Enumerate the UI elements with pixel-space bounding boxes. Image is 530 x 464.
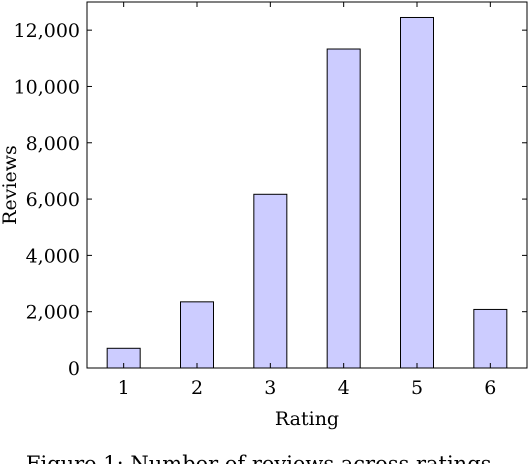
y-tick-label: 0 — [68, 358, 80, 380]
x-tick-label: 5 — [411, 377, 423, 399]
y-tick-label: 8,000 — [26, 133, 80, 155]
x-tick-label: 1 — [118, 377, 130, 399]
bar-rating-3 — [253, 193, 288, 369]
x-tick-label: 4 — [338, 377, 350, 399]
bar-rating-5 — [400, 16, 434, 369]
y-tick-label: 4,000 — [26, 245, 80, 267]
x-tick-label: 6 — [484, 377, 496, 399]
y-axis-ticks: 0 2,000 4,000 6,000 8,000 10,000 12,000 — [14, 20, 527, 380]
x-tick-label: 2 — [191, 377, 203, 399]
bars-group — [106, 16, 508, 369]
bar-rating-2 — [180, 301, 214, 369]
bar-rating-4 — [326, 48, 361, 369]
figure-caption: Figure 1: Number of reviews across ratin… — [26, 452, 498, 464]
y-tick-label: 10,000 — [14, 76, 80, 98]
y-axis-label: Reviews — [0, 145, 21, 225]
x-tick-label: 3 — [264, 377, 276, 399]
y-tick-label: 2,000 — [26, 302, 80, 324]
y-tick-label: 12,000 — [14, 20, 80, 42]
x-axis-label: Rating — [275, 408, 339, 430]
y-tick-label: 6,000 — [26, 189, 80, 211]
bar-rating-6 — [473, 308, 508, 369]
x-axis-ticks: 1 2 3 4 5 6 — [118, 2, 496, 399]
plot-frame — [86, 1, 528, 369]
